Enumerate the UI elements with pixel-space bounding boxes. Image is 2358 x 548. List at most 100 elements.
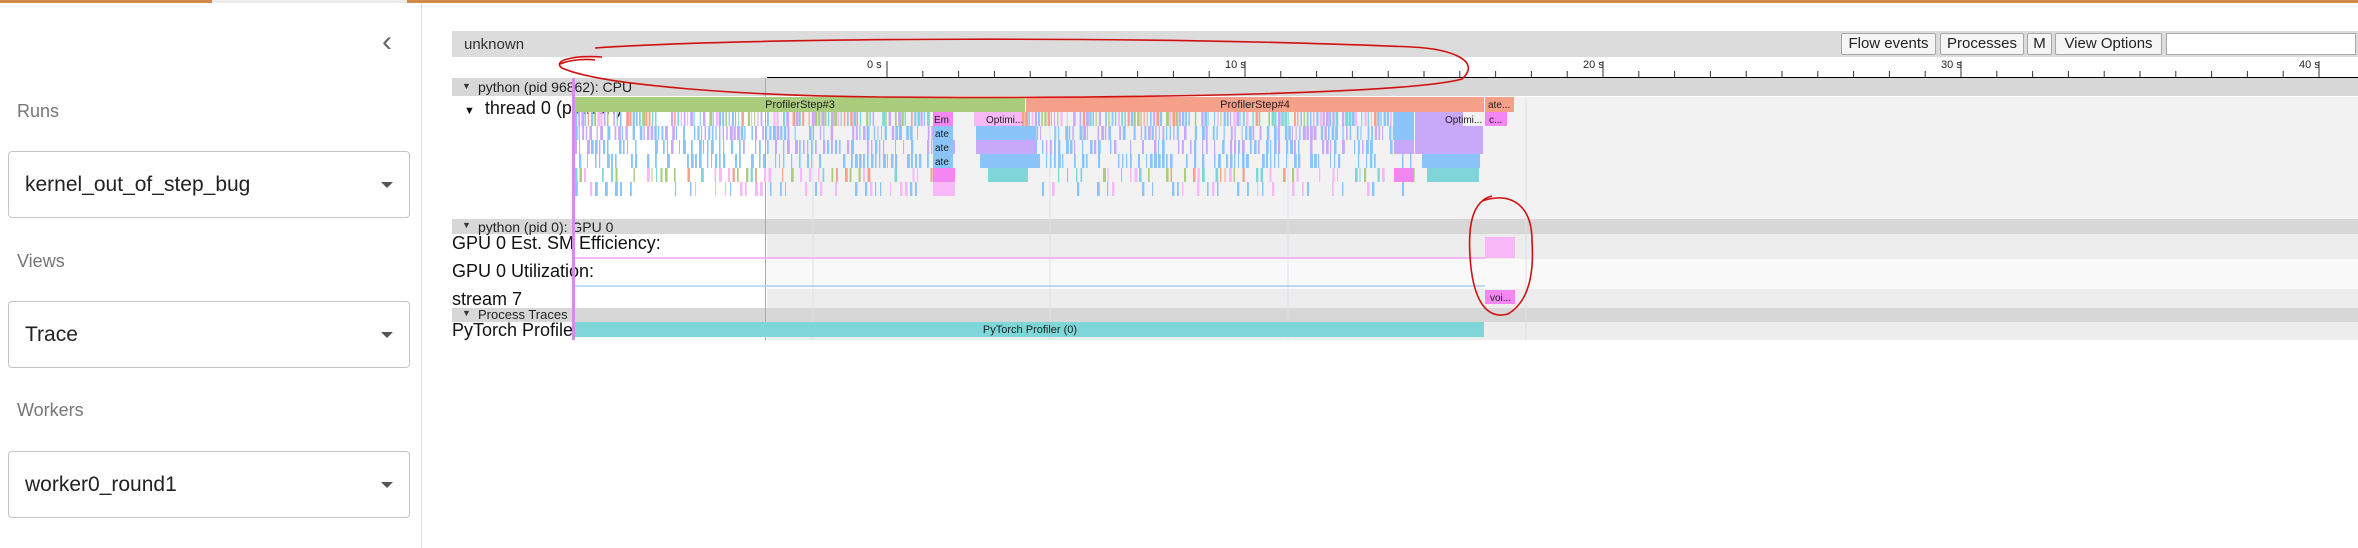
cpu-slice[interactable] bbox=[731, 140, 734, 154]
lane-divider[interactable] bbox=[765, 78, 766, 340]
cpu-slice[interactable] bbox=[711, 154, 713, 168]
cpu-slice[interactable] bbox=[687, 168, 691, 182]
cpu-slice[interactable] bbox=[667, 140, 668, 154]
cpu-slice[interactable] bbox=[751, 154, 754, 168]
cpu-slice[interactable] bbox=[611, 168, 613, 182]
cpu-slice[interactable] bbox=[715, 112, 719, 126]
cpu-slice[interactable] bbox=[619, 140, 622, 154]
cpu-slice[interactable] bbox=[642, 112, 646, 126]
views-select[interactable]: Trace bbox=[8, 301, 410, 368]
runs-select[interactable]: kernel_out_of_step_bug bbox=[8, 151, 410, 218]
cpu-slice[interactable] bbox=[695, 154, 697, 168]
cpu-slice[interactable] bbox=[674, 168, 676, 182]
cpu-slice[interactable] bbox=[623, 140, 625, 154]
cpu-slice[interactable] bbox=[575, 182, 578, 196]
cpu-slice[interactable] bbox=[607, 154, 610, 168]
cpu-slice[interactable] bbox=[719, 140, 721, 154]
cpu-slice[interactable] bbox=[695, 182, 696, 196]
cpu-slice[interactable] bbox=[693, 126, 696, 140]
cpu-slice[interactable] bbox=[699, 112, 701, 126]
cpu-slice[interactable] bbox=[579, 154, 582, 168]
cpu-slice[interactable] bbox=[661, 126, 664, 140]
cpu-slice[interactable] bbox=[579, 168, 583, 182]
cpu-slice[interactable] bbox=[690, 182, 692, 196]
cpu-slice[interactable] bbox=[647, 154, 650, 168]
cpu-slice[interactable] bbox=[735, 112, 737, 126]
cpu-slice[interactable] bbox=[607, 126, 611, 140]
cpu-slice[interactable] bbox=[711, 126, 714, 140]
cpu-slice[interactable] bbox=[683, 112, 686, 126]
cpu-slice[interactable] bbox=[715, 126, 717, 140]
cpu-slice[interactable] bbox=[639, 112, 641, 126]
cpu-slice[interactable] bbox=[611, 154, 613, 168]
cpu-slice[interactable] bbox=[759, 140, 761, 154]
cpu-slice[interactable] bbox=[587, 140, 590, 154]
cpu-slice[interactable] bbox=[737, 168, 739, 182]
cpu-slice[interactable] bbox=[595, 154, 597, 168]
cpu-slice[interactable] bbox=[625, 126, 628, 140]
cpu-slice[interactable] bbox=[755, 168, 757, 182]
expand-triangle-icon[interactable]: ▼ bbox=[464, 105, 475, 117]
cpu-slice[interactable] bbox=[607, 140, 609, 154]
cpu-slice[interactable] bbox=[701, 126, 703, 140]
gpu-process-header[interactable]: ▼ python (pid 0): GPU 0 bbox=[452, 219, 2358, 235]
cpu-slice[interactable] bbox=[719, 112, 721, 126]
cpu-slice[interactable] bbox=[679, 140, 680, 154]
cpu-slice[interactable] bbox=[708, 126, 711, 140]
cpu-slice[interactable] bbox=[704, 126, 707, 140]
cpu-slice[interactable] bbox=[635, 140, 637, 154]
cpu-slice[interactable] bbox=[655, 112, 657, 126]
cpu-slice[interactable] bbox=[654, 126, 657, 140]
cpu-slice[interactable] bbox=[755, 126, 757, 140]
m-button[interactable]: M bbox=[2027, 33, 2052, 55]
cpu-slice[interactable] bbox=[596, 126, 598, 140]
cpu-slice[interactable] bbox=[683, 126, 685, 140]
cpu-slice[interactable] bbox=[660, 168, 663, 182]
view-options-button[interactable]: View Options bbox=[2055, 33, 2162, 55]
cpu-slice[interactable] bbox=[760, 182, 763, 196]
cpu-slice[interactable] bbox=[671, 140, 674, 154]
cpu-slice[interactable] bbox=[715, 182, 716, 196]
cpu-slice[interactable] bbox=[615, 154, 617, 168]
cpu-slice[interactable] bbox=[632, 126, 635, 140]
cpu-slice[interactable] bbox=[751, 112, 753, 126]
cpu-slice[interactable] bbox=[655, 140, 658, 154]
cpu-slice[interactable] bbox=[651, 168, 653, 182]
cpu-slice[interactable] bbox=[589, 126, 592, 140]
cpu-slice[interactable] bbox=[599, 140, 601, 154]
cpu-slice[interactable] bbox=[762, 126, 764, 140]
cpu-slice[interactable] bbox=[587, 154, 588, 168]
cpu-slice[interactable] bbox=[746, 168, 749, 182]
cpu-slice[interactable] bbox=[731, 112, 734, 126]
cpu-slice[interactable] bbox=[647, 168, 650, 182]
cpu-slice[interactable] bbox=[579, 140, 581, 154]
cpu-slice[interactable] bbox=[621, 126, 624, 140]
cpu-slice[interactable] bbox=[751, 126, 754, 140]
cpu-slice[interactable] bbox=[709, 112, 713, 126]
cpu-slice[interactable] bbox=[703, 112, 706, 126]
cpu-slice[interactable] bbox=[739, 140, 741, 154]
time-ruler[interactable]: 0 s 10 s 20 s 30 s 40 s bbox=[767, 59, 2358, 78]
cpu-slice[interactable] bbox=[711, 140, 714, 154]
cpu-slice[interactable] bbox=[671, 112, 674, 126]
cpu-slice[interactable] bbox=[575, 140, 577, 154]
workers-select[interactable]: worker0_round1 bbox=[8, 451, 410, 518]
cpu-slice[interactable] bbox=[740, 126, 744, 140]
cpu-slice[interactable] bbox=[582, 126, 585, 140]
cpu-slice[interactable] bbox=[635, 154, 638, 168]
cpu-slice[interactable] bbox=[743, 140, 745, 154]
process-traces-header[interactable]: ▼ Process Traces bbox=[452, 307, 2358, 322]
cpu-slice[interactable] bbox=[651, 112, 654, 126]
chevron-left-icon[interactable]: ‹ bbox=[382, 25, 392, 58]
cpu-slice[interactable] bbox=[730, 182, 732, 196]
cpu-slice[interactable] bbox=[707, 140, 709, 154]
cpu-slice[interactable] bbox=[725, 182, 727, 196]
processes-button[interactable]: Processes bbox=[1940, 33, 2024, 55]
cpu-slice[interactable] bbox=[719, 126, 721, 140]
cpu-slice[interactable] bbox=[677, 112, 680, 126]
expand-triangle-icon[interactable]: ▼ bbox=[462, 308, 471, 318]
cpu-slice[interactable] bbox=[693, 112, 695, 126]
cpu-slice[interactable] bbox=[614, 126, 617, 140]
cpu-slice[interactable] bbox=[703, 140, 705, 154]
cpu-slice[interactable] bbox=[728, 112, 730, 126]
